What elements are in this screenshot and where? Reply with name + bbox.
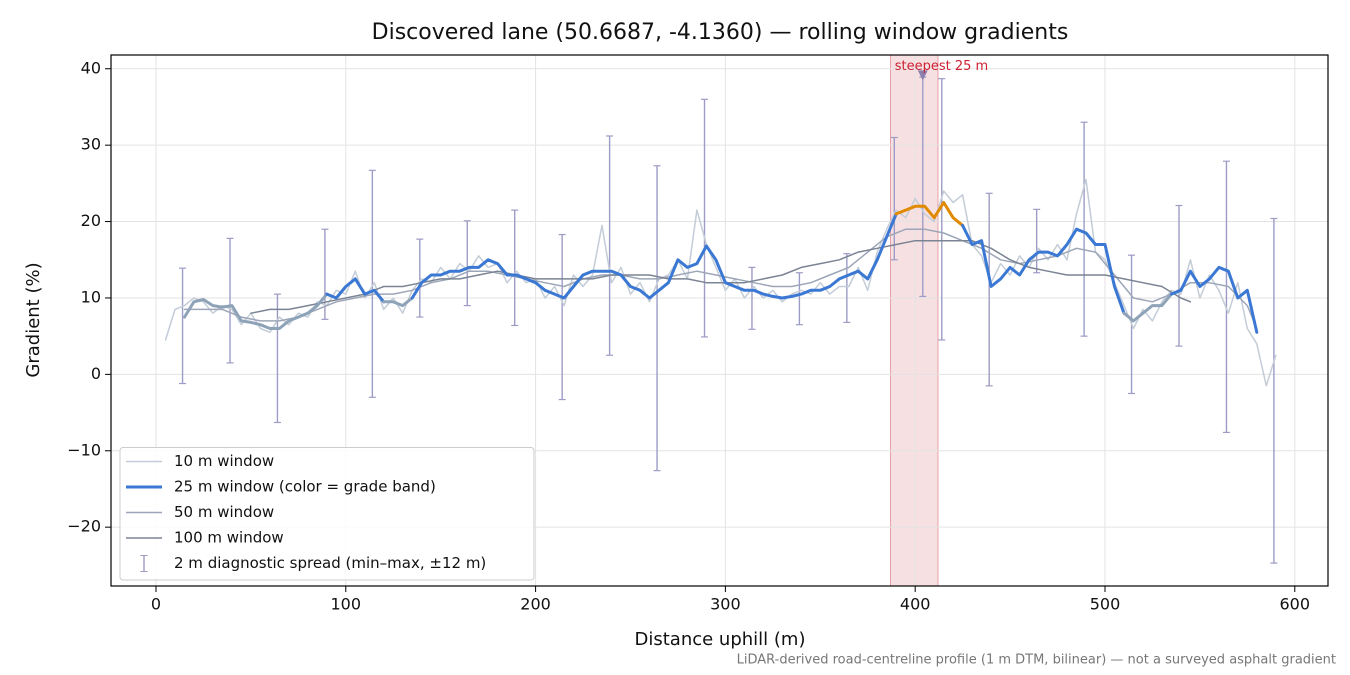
series-line [1122,292,1173,323]
x-axis-label: Distance uphill (m) [635,629,806,650]
series-line [961,223,1126,315]
series-line [410,212,898,300]
x-tick-label: 300 [710,595,741,614]
series-line [183,292,329,330]
steepest-span [890,54,939,587]
x-tick-label: 500 [1090,595,1121,614]
legend-label: 50 m window [174,503,274,521]
legend-label: 10 m window [174,452,274,470]
series-line [1169,265,1259,334]
x-tick-label: 600 [1280,595,1311,614]
y-tick-label: 40 [81,58,101,77]
series-line [325,277,386,304]
series-line [894,201,965,227]
y-tick-label: −10 [67,440,101,459]
chart-title: Discovered lane (50.6687, -4.1360) — rol… [372,20,1069,45]
steepest-marker [917,70,928,81]
y-tick-label: −20 [67,517,101,536]
footnote: LiDAR-derived road-centreline profile (1… [737,653,1336,668]
y-tick-label: 10 [81,287,101,306]
annotation: steepest 25 m [895,59,988,74]
y-tick-label: 20 [81,211,101,230]
series-line [382,296,414,308]
series-line [183,228,1258,330]
x-tick-label: 400 [900,595,931,614]
legend-label: 2 m diagnostic spread (min–max, ±12 m) [174,554,486,572]
y-tick-label: 0 [91,364,101,383]
y-axis-label: Gradient (%) [23,262,44,377]
x-tick-label: 100 [331,595,362,614]
legend-label: 100 m window [174,529,284,547]
x-tick-label: 200 [520,595,551,614]
legend-label: 25 m window (color = grade band) [174,478,436,496]
legend-box [119,447,535,581]
plot-frame [110,54,1329,587]
y-tick-label: 30 [81,135,101,154]
x-tick-label: 0 [151,595,161,614]
